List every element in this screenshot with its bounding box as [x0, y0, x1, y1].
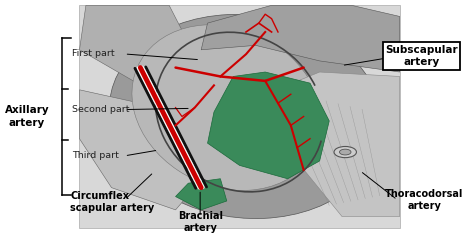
Text: First part: First part — [72, 50, 114, 59]
Text: Axillary
artery: Axillary artery — [5, 105, 49, 128]
Ellipse shape — [109, 14, 383, 219]
Ellipse shape — [132, 25, 322, 190]
Circle shape — [334, 147, 356, 158]
Circle shape — [339, 149, 351, 155]
Polygon shape — [208, 72, 329, 179]
Text: Circumflex
scapular artery: Circumflex scapular artery — [70, 191, 155, 213]
Polygon shape — [175, 179, 227, 210]
Polygon shape — [80, 90, 195, 210]
Polygon shape — [80, 5, 201, 105]
Text: Brachial
artery: Brachial artery — [178, 211, 223, 233]
Text: Third part: Third part — [72, 151, 118, 160]
Text: Thoracodorsal
artery: Thoracodorsal artery — [385, 189, 464, 211]
Text: Second part: Second part — [72, 105, 129, 114]
Bar — [80, 5, 400, 228]
Polygon shape — [265, 72, 400, 217]
Text: Subscapular
artery: Subscapular artery — [385, 45, 458, 67]
Polygon shape — [201, 5, 400, 72]
